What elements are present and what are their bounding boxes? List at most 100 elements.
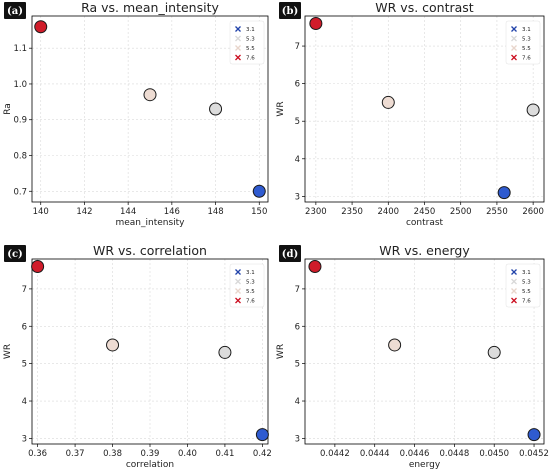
- legend-entry-label: 3.1: [246, 270, 255, 276]
- y-tick-label: 6: [295, 322, 300, 332]
- x-tick-label: 0.38: [103, 449, 122, 459]
- x-tick-label: 0.40: [178, 449, 197, 459]
- x-tick-label: 0.39: [141, 449, 160, 459]
- data-point: [255, 428, 269, 442]
- legend-entry-label: 7.6: [522, 299, 531, 305]
- legend-marker-x-icon: [235, 278, 241, 285]
- x-tick-label: 2350: [341, 207, 363, 217]
- x-tick-label: 0.42: [253, 449, 272, 459]
- legend-marker-x-icon: [235, 269, 241, 275]
- data-point: [388, 338, 402, 352]
- legend-entry-label: 5.5: [522, 46, 531, 52]
- legend-marker-x-icon: [511, 35, 517, 42]
- y-tick-label: 5: [295, 117, 300, 127]
- chart-svg: 0.36 0.37 0.38 0.39 0.40 0.41 0.42 3 4 5 6 7 WR vs. …: [3, 243, 272, 470]
- x-tick-label: 148: [207, 207, 223, 217]
- legend-marker-x-icon: [235, 54, 241, 61]
- y-tick-label: 0.7: [13, 187, 27, 197]
- legend-entry-label: 7.6: [246, 299, 255, 305]
- legend-marker-x-icon: [511, 278, 517, 285]
- x-tick-label: 2600: [522, 207, 544, 217]
- x-tick-label: 0.0442: [320, 449, 350, 459]
- plot-frame: [304, 258, 545, 445]
- legend-marker-x-icon: [235, 35, 241, 42]
- legend-marker-x-icon: [235, 45, 241, 51]
- legend-box: [229, 263, 265, 308]
- y-tick-label: 1.0: [13, 80, 27, 90]
- data-point: [309, 17, 323, 31]
- legend-box: [229, 20, 265, 65]
- legend-marker-x-icon: [511, 288, 517, 294]
- panel-label: (c): [7, 249, 23, 260]
- x-tick-label: 0.0446: [400, 449, 430, 459]
- y-tick-label: 6: [22, 322, 27, 332]
- y-tick-label: 0.8: [13, 152, 27, 162]
- y-tick-label: 4: [22, 397, 27, 407]
- y-tick-label: 3: [295, 434, 300, 444]
- legend-entry-label: 5.3: [246, 280, 255, 286]
- legend-marker-x-icon: [511, 54, 517, 61]
- legend-box: [505, 20, 541, 65]
- y-tick-label: 7: [295, 285, 300, 295]
- data-point: [497, 186, 511, 200]
- y-tick-label: 3: [295, 192, 300, 202]
- chart-svg: 140 142 144 146 148 150 0.7 0.8 0.9 1.0 1.1 Ra vs. …: [3, 0, 269, 228]
- y-tick-label: 6: [295, 80, 300, 90]
- y-tick-label: 5: [22, 360, 27, 370]
- y-axis-label: WR: [276, 101, 286, 116]
- legend-entry-label: 5.3: [522, 280, 531, 286]
- data-point: [218, 345, 232, 359]
- panel-badge: [4, 245, 26, 262]
- legend-marker-x-icon: [235, 26, 241, 32]
- legend-marker-x-icon: [235, 288, 241, 294]
- legend-entry-label: 5.3: [246, 37, 255, 43]
- legend-entry-label: 5.5: [246, 289, 255, 295]
- legend-marker-x-icon: [511, 297, 517, 304]
- legend-marker-x-icon: [235, 297, 241, 304]
- legend-entry-label: 3.1: [522, 270, 531, 276]
- x-tick-label: 0.41: [215, 449, 234, 459]
- x-tick-label: 0.36: [28, 449, 47, 459]
- x-tick-label: 0.0448: [440, 449, 470, 459]
- x-tick-label: 0.37: [66, 449, 85, 459]
- plot-frame: [31, 258, 269, 445]
- y-tick-label: 1.1: [13, 44, 27, 54]
- legend-entry-label: 7.6: [522, 56, 531, 62]
- y-axis-label: Ra: [3, 103, 13, 115]
- panel-label: (b): [282, 6, 298, 17]
- chart-title: WR vs. correlation: [93, 243, 207, 258]
- y-tick-label: 3: [22, 434, 27, 444]
- panel-badge: [279, 245, 301, 262]
- legend-entry-label: 3.1: [522, 27, 531, 33]
- plot-frame: [304, 15, 545, 203]
- data-point: [527, 428, 541, 442]
- x-tick-label: 2550: [486, 207, 508, 217]
- x-axis-label: mean_intensity: [115, 218, 185, 228]
- data-point: [143, 88, 157, 102]
- x-tick-label: 0.0450: [479, 449, 509, 459]
- chart-svg: 2300 2350 2400 2450 2500 2550 2600 3 4 5 6 7 WR vs. …: [276, 0, 545, 228]
- legend-entry-label: 5.3: [522, 37, 531, 43]
- legend-entry-label: 5.5: [522, 289, 531, 295]
- y-axis-label: WR: [3, 344, 13, 359]
- chart-panel-1: 140 142 144 146 148 150 0.7 0.8 0.9 1.0 1.1 Ra vs. …: [0, 0, 275, 235]
- y-tick-label: 7: [295, 42, 300, 52]
- legend-entry-label: 7.6: [246, 56, 255, 62]
- panel-badge: [279, 2, 301, 19]
- x-tick-label: 0.0444: [360, 449, 390, 459]
- data-point: [487, 345, 501, 359]
- y-tick-label: 7: [22, 285, 27, 295]
- chart-panel-3: 0.36 0.37 0.38 0.39 0.40 0.41 0.42 3 4 5 6 7 WR vs. …: [0, 235, 275, 470]
- chart-title: WR vs. contrast: [375, 0, 474, 15]
- y-axis-label: WR: [276, 344, 286, 359]
- chart-panel-4: 0.0442 0.0444 0.0446 0.0448 0.0450 0.0452 3 4 5 6…: [275, 235, 550, 470]
- x-tick-label: 144: [120, 207, 136, 217]
- data-point: [381, 95, 395, 109]
- y-tick-label: 4: [295, 397, 300, 407]
- chart-title: Ra vs. mean_intensity: [81, 0, 219, 15]
- chart-panel-2: 2300 2350 2400 2450 2500 2550 2600 3 4 5 6 7 WR vs. …: [275, 0, 550, 235]
- x-tick-label: 146: [164, 207, 180, 217]
- legend-marker-x-icon: [511, 45, 517, 51]
- panel-badge: [4, 2, 26, 19]
- data-point: [308, 259, 322, 273]
